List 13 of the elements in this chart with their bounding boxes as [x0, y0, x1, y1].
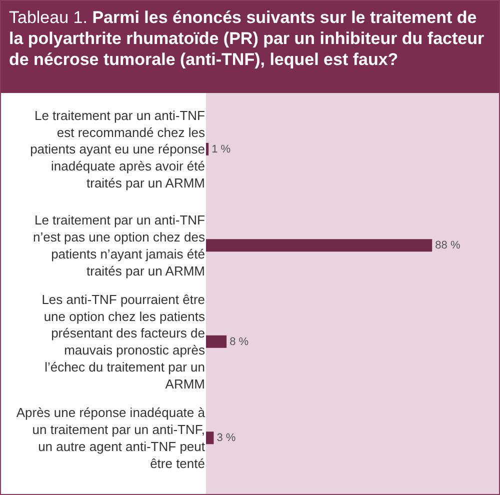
y-tick-label: Les anti-TNF pourraient être une option chez les patients présentant des facteurs de mauvais pronostic après l’échec du traitement par un ARMM	[42, 292, 206, 392]
bar	[206, 142, 209, 156]
data-label: 8 %	[230, 336, 249, 348]
y-tick-label: Après une réponse inadéquate à un traitement par un anti-TNF, un autre agent anti-TNF peut être tenté	[16, 405, 206, 471]
data-label: 88 %	[435, 240, 460, 252]
chart-title: Tableau 1. Parmi les énoncés suivants sur le traitement de la polyarthrite rhumatoïde (PR) par un inhibiteur du facteur de nécrose tumorale (anti-TNF), lequel est faux?	[9, 8, 484, 69]
y-tick-label: Le traitement par un anti-TNF n’est pas une option chez des patients n’ayant jamais été traités par un ARMM	[32, 212, 206, 278]
bar	[206, 335, 227, 348]
bar	[206, 432, 214, 444]
y-tick-label: Le traitement par un anti-TNF est recommandé chez les patients ayant eu une réponse inadéquate après avoir été traités par un ARMM	[30, 108, 206, 190]
data-label: 3 %	[216, 432, 236, 444]
data-label: 1 %	[212, 143, 231, 156]
bar	[206, 239, 432, 252]
